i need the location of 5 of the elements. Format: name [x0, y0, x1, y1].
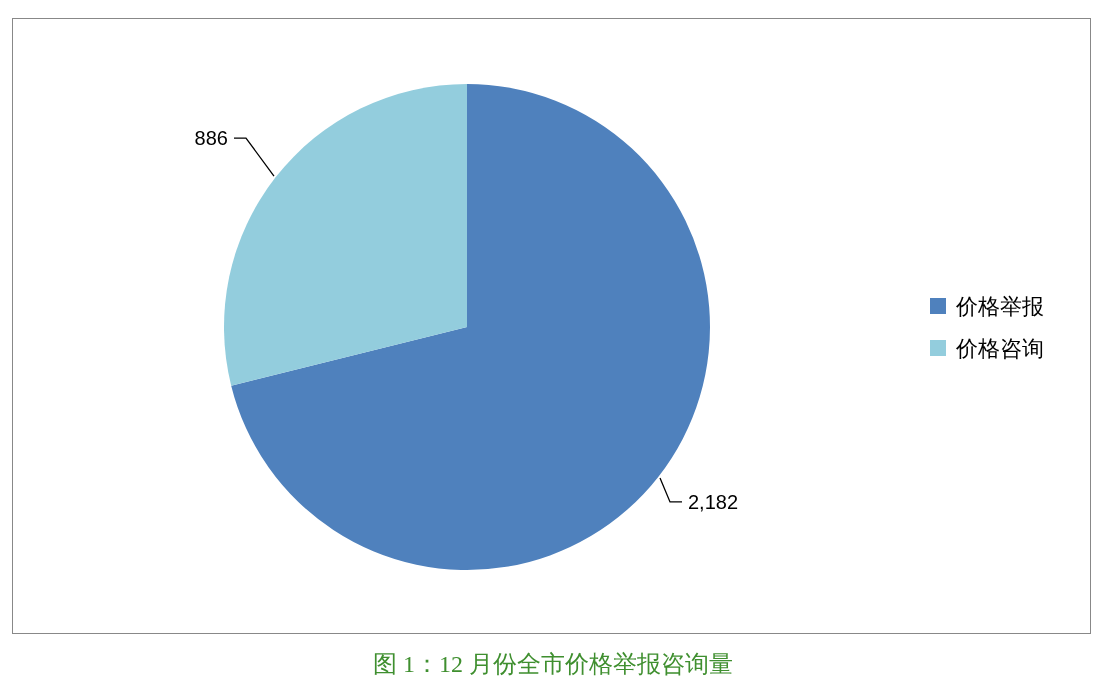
text: 图 1：12 月份全市价格举报咨询量: [373, 651, 733, 677]
data-label: 886: [194, 127, 228, 150]
legend-label: 价格咨询: [955, 336, 1044, 361]
legend-label: 价格举报: [955, 294, 1044, 319]
data-label: 2,182: [688, 490, 739, 513]
